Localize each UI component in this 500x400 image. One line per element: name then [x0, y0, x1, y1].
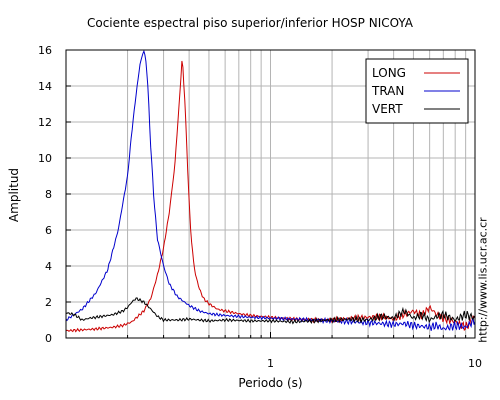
y-tick-label: 2 [45, 296, 52, 309]
y-tick-label: 10 [38, 152, 52, 165]
series-layer [65, 49, 476, 333]
y-tick-label: 8 [45, 188, 52, 201]
series-line-vert [65, 297, 476, 325]
legend: LONG TRAN VERT [365, 58, 469, 124]
x-tick-label: 10 [468, 357, 482, 370]
x-axis-label: Periodo (s) [238, 376, 303, 390]
ticks-layer: 0 2 4 6 8 10 12 14 16 1 10 [38, 44, 482, 370]
y-tick-label: 0 [45, 332, 52, 345]
legend-label-tran: TRAN [371, 84, 404, 98]
series-line-tran [65, 49, 476, 331]
y-axis-label: Amplitud [7, 167, 21, 223]
legend-box [365, 58, 469, 124]
series-line-long [65, 60, 476, 333]
chart-title: Cociente espectral piso superior/inferio… [86, 16, 414, 30]
legend-label-vert: VERT [372, 102, 403, 116]
x-tick-label: 1 [267, 357, 274, 370]
y-tick-label: 12 [38, 116, 52, 129]
y-tick-label: 16 [38, 44, 52, 57]
watermark-url: http://www.lis.ucr.ac.cr [476, 217, 490, 343]
y-tick-label: 6 [45, 224, 52, 237]
y-tick-label: 14 [38, 80, 52, 93]
legend-label-long: LONG [372, 66, 406, 80]
y-tick-label: 4 [45, 260, 52, 273]
